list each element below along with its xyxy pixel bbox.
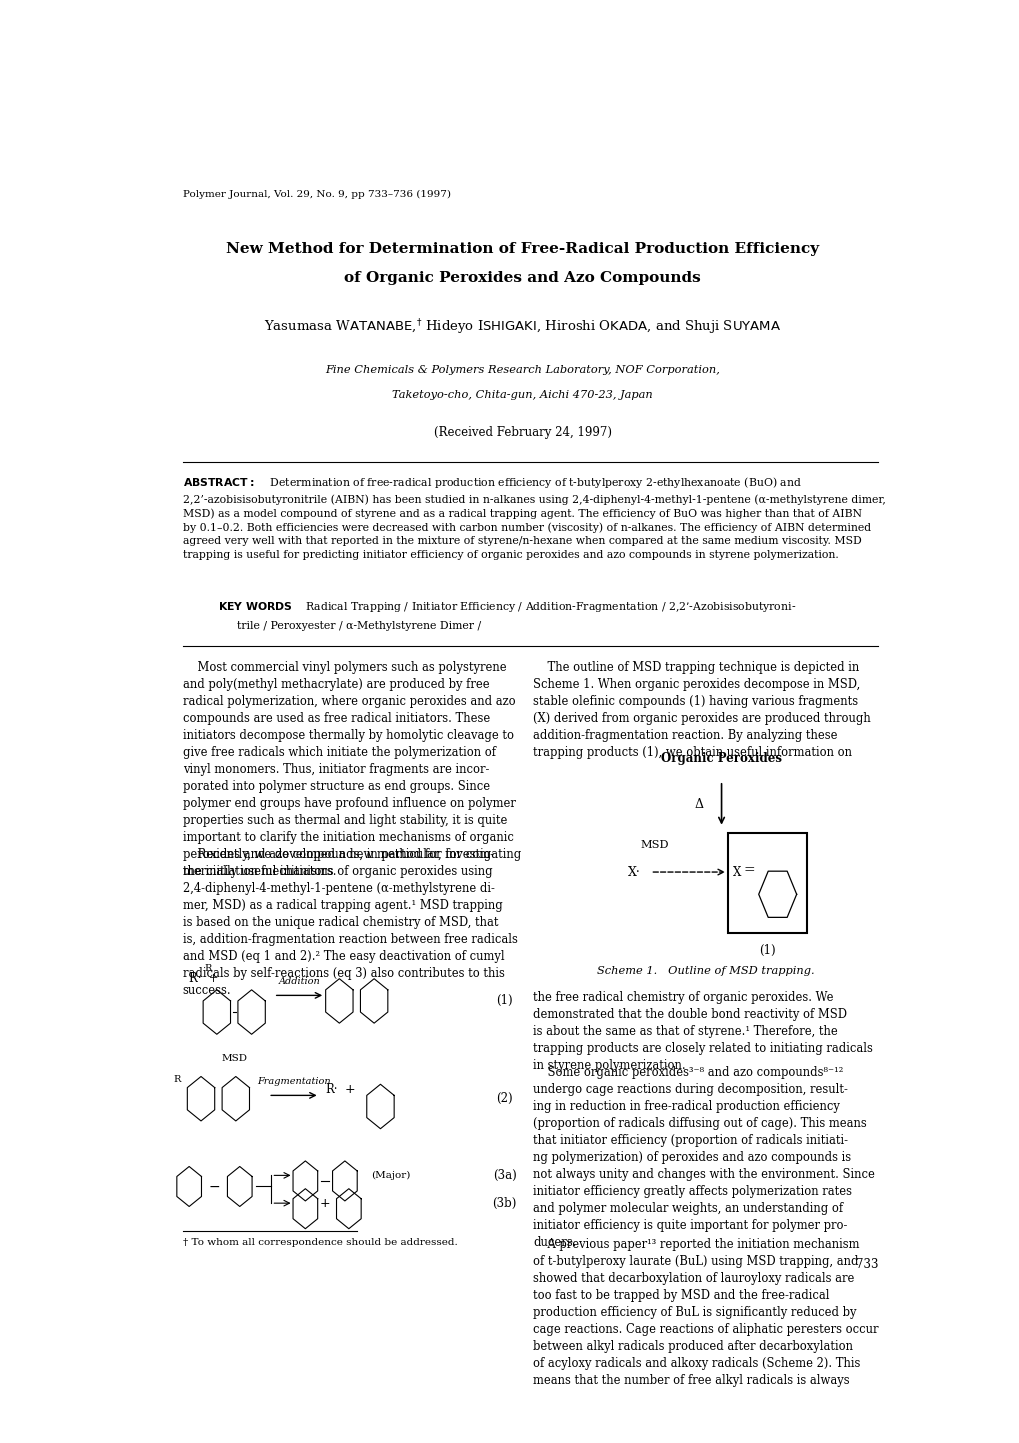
Text: (3a): (3a) xyxy=(492,1169,516,1182)
Text: X·: X· xyxy=(628,866,640,879)
Text: (2): (2) xyxy=(496,1092,513,1105)
Text: $\mathbf{KEY\ WORDS}$    Radical Trapping / Initiator Efficiency / Addition-Frag: $\mathbf{KEY\ WORDS}$ Radical Trapping /… xyxy=(218,600,796,613)
Text: (1): (1) xyxy=(758,944,775,957)
Text: † To whom all correspondence should be addressed.: † To whom all correspondence should be a… xyxy=(182,1238,458,1247)
Text: R·  +: R· + xyxy=(189,973,218,986)
Text: The outline of MSD trapping technique is depicted in
Scheme 1. When organic pero: The outline of MSD trapping technique is… xyxy=(533,661,870,759)
Text: MSD: MSD xyxy=(640,840,668,850)
Text: R·: R· xyxy=(325,1084,337,1097)
Text: =: = xyxy=(743,863,755,877)
Text: Addition: Addition xyxy=(278,977,320,987)
Text: the free radical chemistry of organic peroxides. We
demonstrated that the double: the free radical chemistry of organic pe… xyxy=(533,991,872,1072)
Text: trile / Peroxyester / α-Methylstyrene Dimer /: trile / Peroxyester / α-Methylstyrene Di… xyxy=(236,620,480,631)
Text: 733: 733 xyxy=(855,1258,877,1271)
Text: Taketoyo-cho, Chita-gun, Aichi 470-23, Japan: Taketoyo-cho, Chita-gun, Aichi 470-23, J… xyxy=(392,390,652,400)
Text: A previous paper¹³ reported the initiation mechanism
of t-butylperoxy laurate (B: A previous paper¹³ reported the initiati… xyxy=(533,1238,877,1387)
Text: of Organic Peroxides and Azo Compounds: of Organic Peroxides and Azo Compounds xyxy=(344,271,700,284)
Text: (3b): (3b) xyxy=(492,1196,517,1209)
Text: (1): (1) xyxy=(496,994,513,1007)
Text: New Method for Determination of Free-Radical Production Efficiency: New Method for Determination of Free-Rad… xyxy=(226,242,818,255)
Text: Δ: Δ xyxy=(694,798,703,811)
Text: R: R xyxy=(173,1075,180,1084)
Text: Yasumasa W$\mathsf{ATANABE}$,$^{\dagger}$ Hideyo I$\mathsf{SHIGAKI}$, Hiroshi O$: Yasumasa W$\mathsf{ATANABE}$,$^{\dagger}… xyxy=(264,317,781,338)
Text: +: + xyxy=(320,1196,330,1209)
Text: (Major): (Major) xyxy=(371,1170,410,1180)
Text: Polymer Journal, Vol. 29, No. 9, pp 733–736 (1997): Polymer Journal, Vol. 29, No. 9, pp 733–… xyxy=(182,190,450,199)
Text: $\mathbf{ABSTRACT:}$    Determination of free-radical production efficiency of t: $\mathbf{ABSTRACT:}$ Determination of fr… xyxy=(182,475,884,560)
Text: R: R xyxy=(204,964,212,973)
Text: Organic Peroxides: Organic Peroxides xyxy=(660,752,782,765)
Bar xyxy=(728,833,806,934)
Text: Most commercial vinyl polymers such as polystyrene
and poly(methyl methacrylate): Most commercial vinyl polymers such as p… xyxy=(182,661,516,877)
Text: X: X xyxy=(732,866,740,879)
Text: Recently, we developed a new method for investigating
the initiation mechanisms : Recently, we developed a new method for … xyxy=(182,847,521,997)
Text: Fragmentation: Fragmentation xyxy=(257,1078,330,1087)
Text: Scheme 1.   Outline of MSD trapping.: Scheme 1. Outline of MSD trapping. xyxy=(596,967,814,977)
Text: +: + xyxy=(344,1084,356,1097)
Text: Some organic peroxides³⁻⁸ and azo compounds⁸⁻¹²
undergo cage reactions during de: Some organic peroxides³⁻⁸ and azo compou… xyxy=(533,1066,874,1250)
Text: −: − xyxy=(209,1179,220,1193)
Text: (Received February 24, 1997): (Received February 24, 1997) xyxy=(433,427,611,440)
Text: MSD: MSD xyxy=(221,1055,247,1063)
Text: Fine Chemicals & Polymers Research Laboratory, NOF Corporation,: Fine Chemicals & Polymers Research Labor… xyxy=(325,365,719,375)
